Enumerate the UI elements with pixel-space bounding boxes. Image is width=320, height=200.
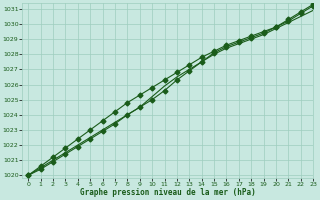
X-axis label: Graphe pression niveau de la mer (hPa): Graphe pression niveau de la mer (hPa) bbox=[80, 188, 255, 197]
